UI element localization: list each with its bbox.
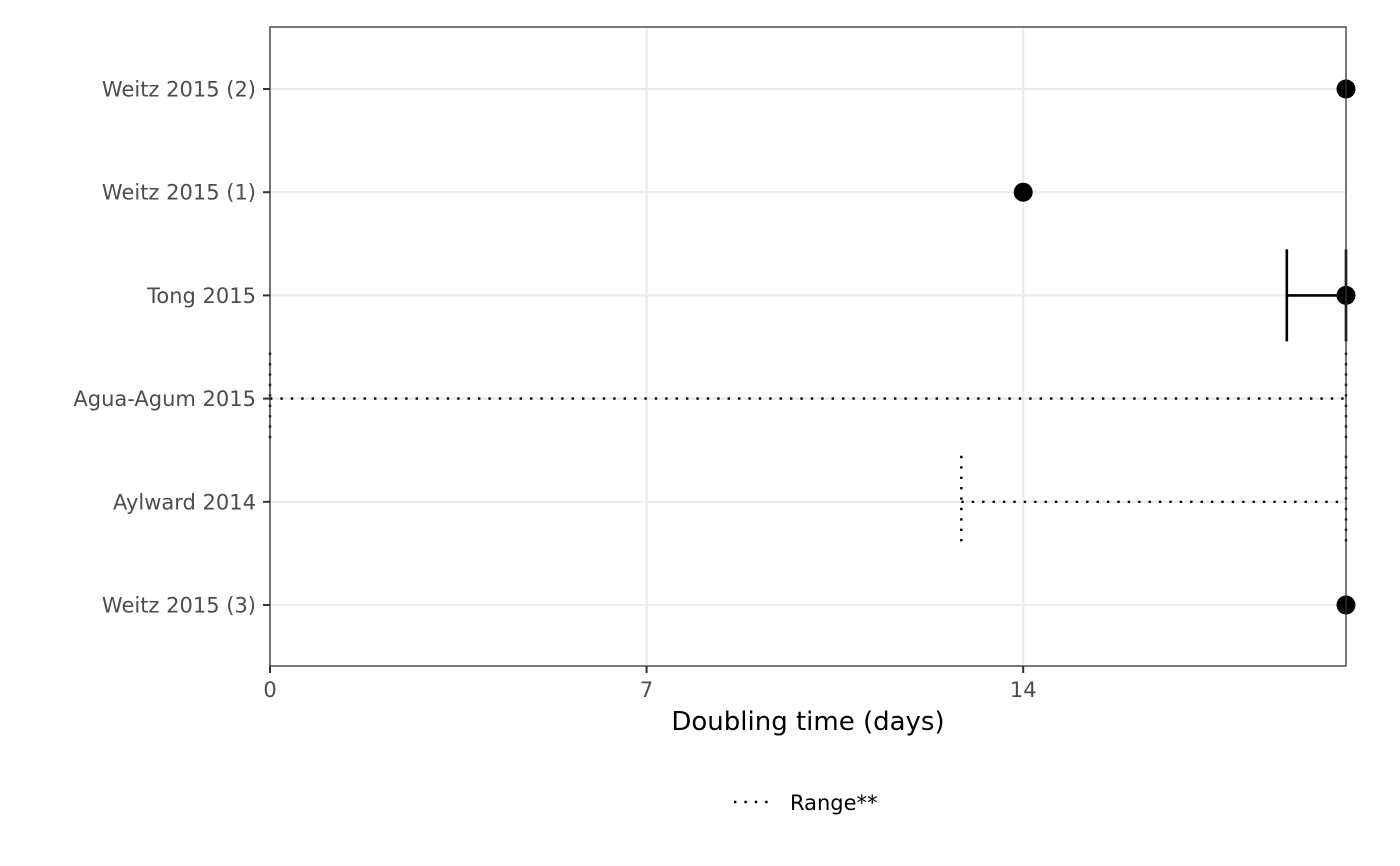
panel-border <box>269 26 1347 667</box>
y-tick-label: Weitz 2015 (1) <box>102 181 256 205</box>
data-layer <box>268 79 1356 615</box>
x-tick-label: 14 <box>1010 678 1037 702</box>
estimate-point <box>1013 182 1033 202</box>
axes: Weitz 2015 (2) Weitz 2015 (1) Tong 2015 Agu… <box>73 78 1036 703</box>
legend-label-range: Range** <box>790 791 878 815</box>
x-tick-label: 7 <box>640 678 653 702</box>
x-axis-title: Doubling time (days) <box>671 707 944 737</box>
legend: Range** <box>734 791 878 815</box>
x-tick-label: 0 <box>263 678 276 702</box>
y-tick-label: Weitz 2015 (3) <box>102 594 256 618</box>
y-tick-label: Weitz 2015 (2) <box>102 78 256 102</box>
y-tick-label: Agua-Agum 2015 <box>73 387 256 411</box>
y-tick-label: Aylward 2014 <box>113 490 256 514</box>
y-tick-label: Tong 2015 <box>146 284 256 308</box>
